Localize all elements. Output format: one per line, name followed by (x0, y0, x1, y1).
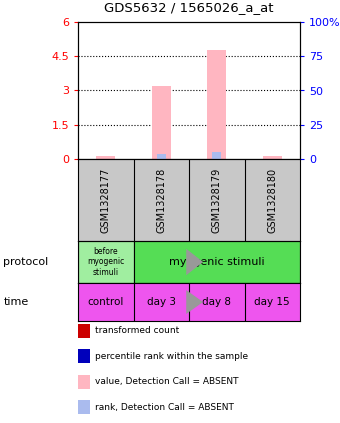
Bar (134, 241, 300, 283)
Text: rank, Detection Call = ABSENT: rank, Detection Call = ABSENT (95, 403, 234, 412)
Bar (152, 86, 171, 159)
Text: myogenic stimuli: myogenic stimuli (169, 257, 265, 267)
Text: time: time (3, 297, 29, 307)
Bar (157, 154, 166, 159)
Bar (96, 156, 116, 159)
Bar (207, 50, 226, 159)
Text: control: control (88, 297, 124, 307)
Text: day 8: day 8 (202, 297, 231, 307)
Bar (262, 156, 282, 159)
Text: before
myogenic
stimuli: before myogenic stimuli (87, 247, 124, 277)
Text: GSM1328179: GSM1328179 (212, 168, 222, 233)
Polygon shape (186, 290, 203, 314)
Text: transformed count: transformed count (95, 326, 179, 335)
Text: day 15: day 15 (254, 297, 290, 307)
Bar (212, 152, 221, 159)
Text: value, Detection Call = ABSENT: value, Detection Call = ABSENT (95, 377, 238, 386)
Text: percentile rank within the sample: percentile rank within the sample (95, 352, 248, 361)
Text: day 3: day 3 (147, 297, 176, 307)
Text: GSM1328177: GSM1328177 (101, 168, 111, 233)
Polygon shape (186, 249, 203, 275)
Text: protocol: protocol (3, 257, 49, 267)
Text: GDS5632 / 1565026_a_at: GDS5632 / 1565026_a_at (104, 1, 274, 14)
Bar (78, 241, 134, 283)
Text: GSM1328178: GSM1328178 (156, 168, 166, 233)
Text: GSM1328180: GSM1328180 (267, 168, 277, 233)
